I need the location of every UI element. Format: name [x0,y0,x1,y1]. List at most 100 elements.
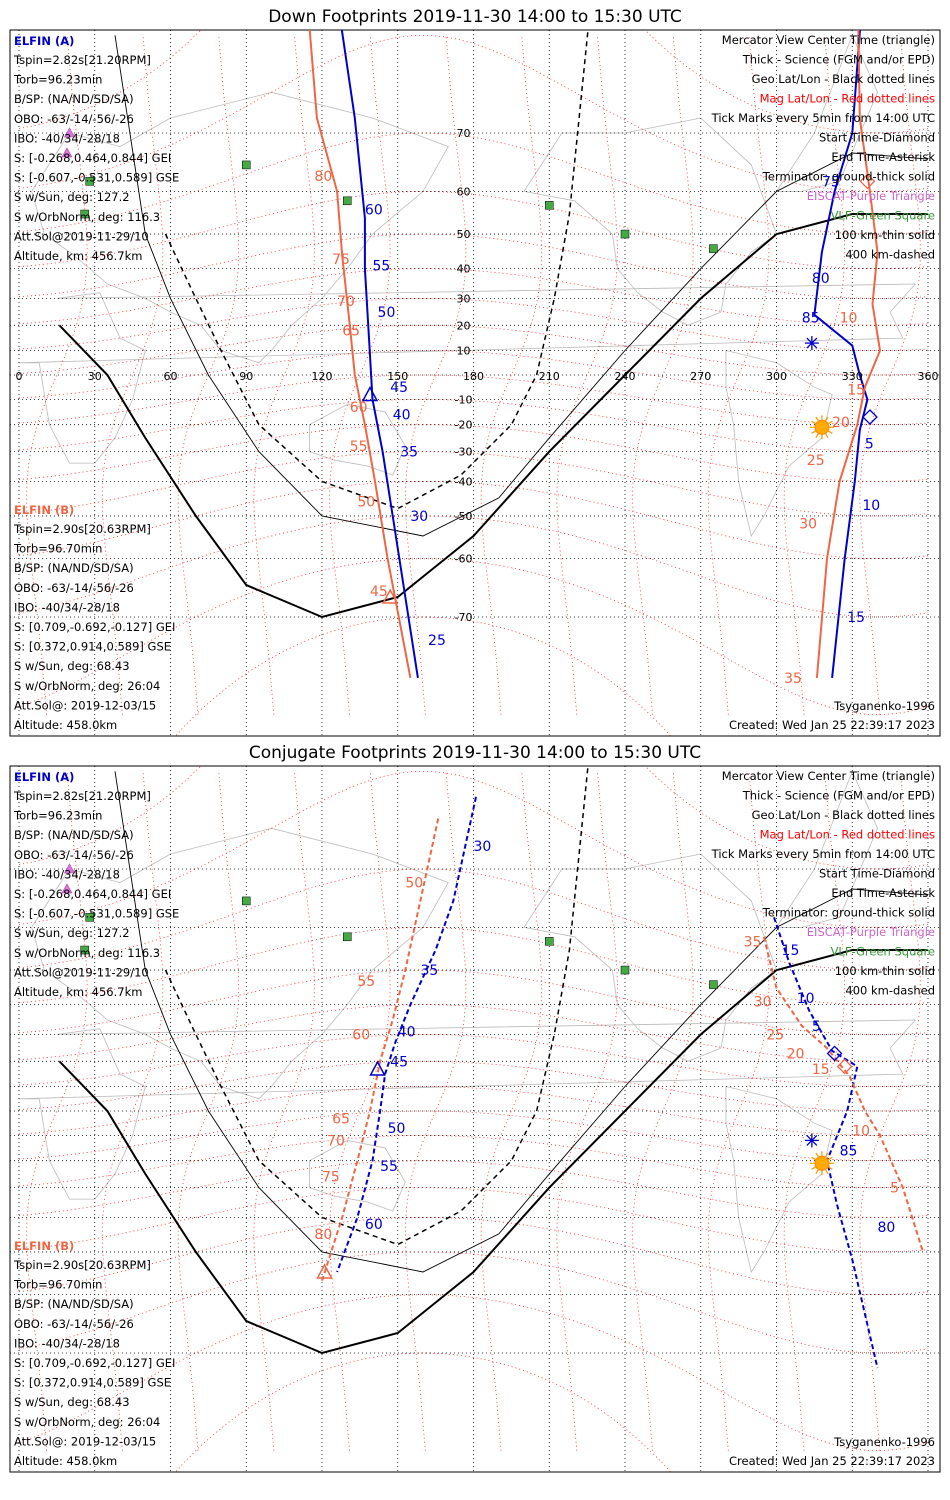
elfin-a-info-line: Torb=96.23min [13,809,102,823]
legend-entry: VLF-Green Square [831,945,935,959]
x-tick-label: 240 [615,370,636,383]
elfin-a-info-line: OBO: -63/-14/-56/-26 [14,112,134,126]
track-tick-label: 70 [337,294,355,310]
track-tick-label: 35 [400,445,418,461]
track-tick-label: 40 [393,407,411,423]
track-tick-label: 75 [332,252,350,268]
elfin-b-info-line: S: [0.372,0.914,0.589] GSE [14,640,171,654]
start-time-diamond [826,1045,843,1062]
track-tick-label: 55 [350,439,368,455]
elfin-a-info-line: S w/OrbNorm, deg: 116.3 [14,946,160,960]
track-tick-label: 45 [390,1054,408,1070]
chart-title: Down Footprints 2019-11-30 14:00 to 15:3… [268,7,682,27]
elfin-a-info-line: Tspin=2.82s[21.20RPM] [13,53,151,67]
vlf-station-square [343,932,352,942]
legend-entry: 100 km-thin solid [835,964,935,978]
track-tick-label: 30 [474,839,492,855]
footprint-track [762,936,924,1253]
track-tick-label: 15 [847,610,865,626]
track-tick-label: 30 [799,517,817,533]
elfin-a-info-line: S w/Sun, deg: 127.2 [14,190,130,204]
legend-entry: End Time-Asterisk [831,886,935,900]
model-label: Tsyganenko-1996 [833,699,935,713]
created-timestamp: Created: Wed Jan 25 22:39:17 2023 [729,1454,935,1468]
track-tick-label: 30 [410,509,428,525]
elfin-a-header: ELFIN (A) [14,34,74,48]
legend-entry: Terminator: ground-thick solid [762,170,935,184]
track-tick-label: 10 [852,1124,870,1140]
legend-entry: Thick - Science (FGM and/or EPD) [742,53,935,67]
elfin-a-info-line: Altitude, km: 456.7km [14,985,142,999]
elfin-b-info-line: OBO: -63/-14/-56/-26 [14,581,134,595]
legend-entry: Mag Lat/Lon - Red dotted lines [760,92,935,106]
x-tick-label: 150 [387,370,408,383]
track-tick-label: 30 [754,994,772,1010]
track-tick-label: 55 [373,258,391,274]
y-tick-label: -50 [455,510,473,523]
legend-entry: Terminator: ground-thick solid [762,906,935,920]
y-tick-label: -20 [455,419,473,432]
elfin-a-info-line: IBO: -40/34/-28/18 [14,867,120,881]
y-tick-label: 50 [457,228,471,241]
elfin-b-info-line: Altitude: 458.0km [14,718,117,732]
elfin-b-info-line: Att.Sol@: 2019-12-03/15 [14,1434,156,1448]
track-tick-label: 85 [802,310,820,326]
elfin-b-info-line: OBO: -63/-14/-56/-26 [14,1317,134,1331]
vlf-station-square [343,196,352,206]
center-time-triangle [381,588,399,604]
vlf-station-square [85,913,94,922]
elfin-b-info-line: Tspin=2.90s[20.63RPM] [13,1258,151,1272]
track-tick-label: 65 [342,323,360,339]
down-footprints-panel: Down Footprints 2019-11-30 14:00 to 15:3… [9,7,941,737]
track-tick-label: 45 [390,380,408,396]
footprint-track [340,30,419,679]
vlf-station-square [620,965,630,975]
track-tick-label: 80 [812,271,830,287]
start-time-diamond [862,409,878,425]
eiscat-station-triangle [61,147,73,158]
elfin-a-info-line: S w/OrbNorm, deg: 116.3 [14,210,160,224]
footprint-track [336,796,477,1273]
elfin-b-info-line: S w/OrbNorm, deg: 26:04 [14,1415,160,1429]
elfin-a-info-line: Att.Sol@2019-11-29/10 [14,229,149,243]
circle-400km [164,766,589,1246]
elfin-a-info-line: S: [-0.268,0.464,0.844] GEI [14,151,171,165]
track-tick-label: 5 [890,1181,899,1197]
elfin-b-header: ELFIN (B) [14,1239,74,1253]
track-tick-label: 85 [840,1143,858,1159]
y-tick-label: -70 [455,611,473,624]
y-tick-label: -40 [455,475,473,488]
vlf-station-square [709,980,718,989]
x-tick-label: 300 [766,370,787,383]
elfin-a-info-line: S: [-0.607,-0.531,0.589] GSE [14,171,179,185]
x-tick-label: 360 [918,370,939,383]
legend-entry: End Time-Asterisk [831,150,935,164]
track-tick-label: 25 [428,633,446,649]
terminator-ground [58,213,928,619]
legend-entry: Mercator View Center Time (triangle) [722,769,935,783]
vlf-station-square [242,160,251,170]
legend-entry: 100 km-thin solid [835,228,935,242]
elfin-b-info-line: S w/Sun, deg: 68.43 [14,659,130,673]
track-tick-label: 10 [840,310,858,326]
elfin-b-info-line: Tspin=2.90s[20.63RPM] [13,522,151,536]
elfin-b-info-line: S w/OrbNorm, deg: 26:04 [14,679,160,693]
elfin-b-info-line: S: [0.709,-0.692,-0.127] GEI [14,620,175,634]
model-label: Tsyganenko-1996 [833,1435,935,1449]
legend-entry: Tick Marks every 5min from 14:00 UTC [711,847,935,861]
legend-entry: Start Time-Diamond [819,867,935,881]
footprint-track [815,30,882,678]
vlf-station-square [85,177,94,186]
track-tick-label: 75 [822,174,840,190]
x-tick-label: 60 [164,370,178,383]
x-tick-label: 210 [539,370,560,383]
center-time-triangle [361,385,379,402]
track-tick-label: 15 [847,383,865,399]
y-tick-label: -60 [455,553,473,566]
elfin-a-info-line: Tspin=2.82s[21.20RPM] [13,789,151,803]
y-tick-label: -10 [455,393,473,406]
track-tick-label: 20 [832,415,850,431]
x-tick-label: 0 [16,370,23,383]
track-tick-label: 65 [332,1111,350,1127]
track-tick-label: 5 [865,436,874,452]
